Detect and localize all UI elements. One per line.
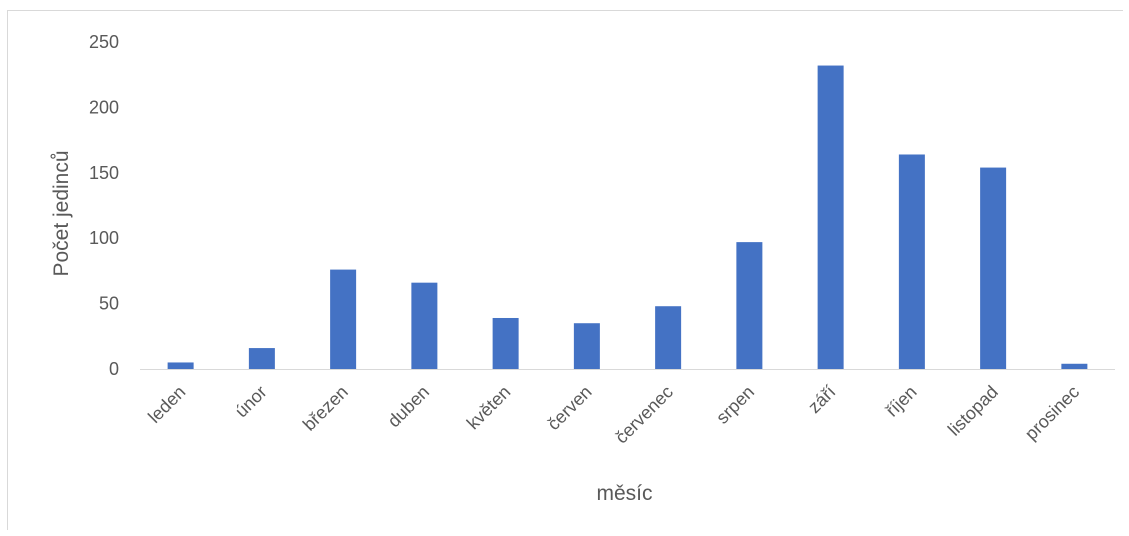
bar: [980, 167, 1007, 369]
x-axis-ticks: leden únor březen duben květen červen červenec…: [144, 382, 1083, 448]
x-tick-label: únor: [231, 382, 271, 422]
x-tick-label: leden: [144, 382, 189, 427]
x-tick-label: červenec: [611, 382, 677, 448]
y-tick-label: 100: [89, 228, 119, 248]
bar: [492, 317, 519, 369]
y-tick-label: 0: [109, 359, 119, 379]
bar-chart: 0 50 100 150 200 250 leden únor březen duben květ…: [50, 32, 1115, 505]
chart-area: 0 50 100 150 200 250 leden únor březen duben květ…: [7, 10, 1123, 530]
x-tick-label: září: [804, 382, 839, 417]
bar: [248, 348, 275, 369]
x-tick-label: prosinec: [1021, 382, 1083, 444]
bar: [1061, 363, 1088, 369]
bar: [167, 362, 194, 369]
y-axis-label: Počet jedinců: [50, 150, 73, 276]
bar: [573, 323, 600, 369]
y-axis-ticks: 0 50 100 150 200 250: [89, 32, 119, 379]
bar: [330, 269, 357, 369]
y-tick-label: 200: [89, 97, 119, 117]
x-tick-label: červen: [543, 382, 595, 434]
x-tick-label: srpen: [712, 382, 758, 428]
bar: [898, 154, 925, 369]
x-tick-label: květen: [463, 382, 515, 434]
bar: [655, 306, 682, 369]
x-tick-label: říjen: [882, 382, 921, 421]
x-axis-label: měsíc: [596, 482, 652, 505]
bar: [817, 65, 844, 369]
y-tick-label: 250: [89, 32, 119, 52]
x-tick-label: březen: [299, 382, 352, 435]
x-tick-label: duben: [384, 382, 434, 432]
y-tick-label: 150: [89, 163, 119, 183]
bar: [736, 242, 763, 369]
bar: [411, 282, 438, 369]
bars: [167, 65, 1088, 369]
y-tick-label: 50: [99, 294, 119, 314]
x-tick-label: listopad: [944, 382, 1002, 440]
